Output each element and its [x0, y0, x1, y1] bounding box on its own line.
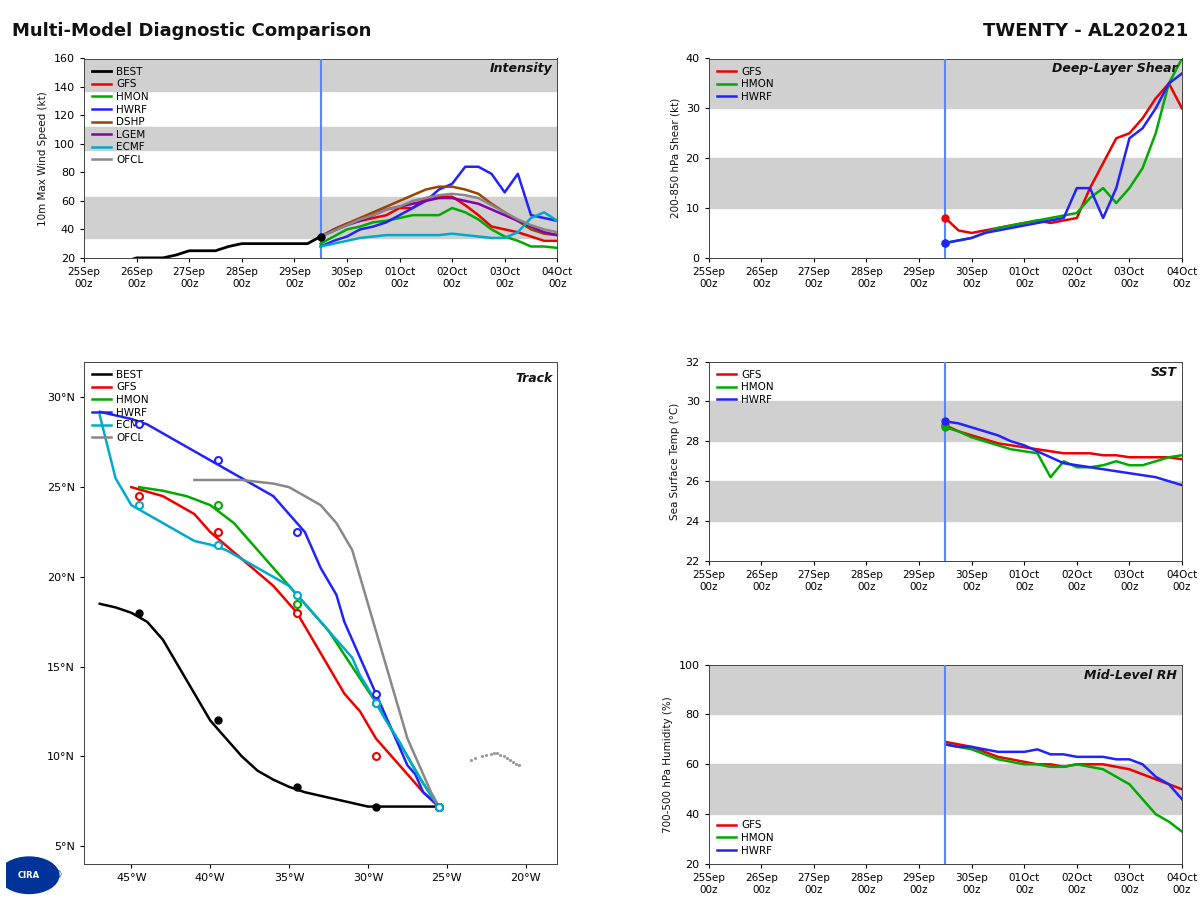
- Y-axis label: 700-500 hPa Humidity (%): 700-500 hPa Humidity (%): [664, 696, 673, 832]
- Bar: [709, 158, 1182, 208]
- Text: Deep-Layer Shear: Deep-Layer Shear: [1051, 62, 1177, 76]
- Legend: BEST, GFS, HMON, HWRF, ECMF, OFCL: BEST, GFS, HMON, HWRF, ECMF, OFCL: [89, 367, 152, 446]
- Bar: [709, 482, 1182, 521]
- Legend: GFS, HMON, HWRF: GFS, HMON, HWRF: [714, 367, 776, 409]
- Text: CIRA: CIRA: [18, 871, 40, 880]
- Legend: GFS, HMON, HWRF: GFS, HMON, HWRF: [714, 64, 776, 105]
- Y-axis label: 200-850 hPa Shear (kt): 200-850 hPa Shear (kt): [670, 98, 680, 219]
- Bar: [709, 58, 1182, 108]
- Bar: [709, 764, 1182, 815]
- Text: ®: ®: [52, 870, 62, 880]
- Bar: [84, 196, 557, 238]
- Text: SST: SST: [1151, 365, 1177, 379]
- Legend: BEST, GFS, HMON, HWRF, DSHP, LGEM, ECMF, OFCL: BEST, GFS, HMON, HWRF, DSHP, LGEM, ECMF,…: [89, 64, 152, 168]
- Text: Intensity: Intensity: [490, 62, 552, 76]
- Y-axis label: 10m Max Wind Speed (kt): 10m Max Wind Speed (kt): [38, 91, 48, 226]
- Text: Multi-Model Diagnostic Comparison: Multi-Model Diagnostic Comparison: [12, 22, 371, 40]
- Text: Track: Track: [515, 372, 552, 384]
- Bar: [84, 127, 557, 149]
- Circle shape: [0, 857, 59, 894]
- Bar: [84, 58, 557, 91]
- Bar: [709, 664, 1182, 715]
- Text: TWENTY - AL202021: TWENTY - AL202021: [983, 22, 1188, 40]
- Y-axis label: Sea Surface Temp (°C): Sea Surface Temp (°C): [670, 402, 680, 520]
- Bar: [709, 401, 1182, 441]
- Text: Mid-Level RH: Mid-Level RH: [1085, 669, 1177, 681]
- Legend: GFS, HMON, HWRF: GFS, HMON, HWRF: [714, 817, 776, 859]
